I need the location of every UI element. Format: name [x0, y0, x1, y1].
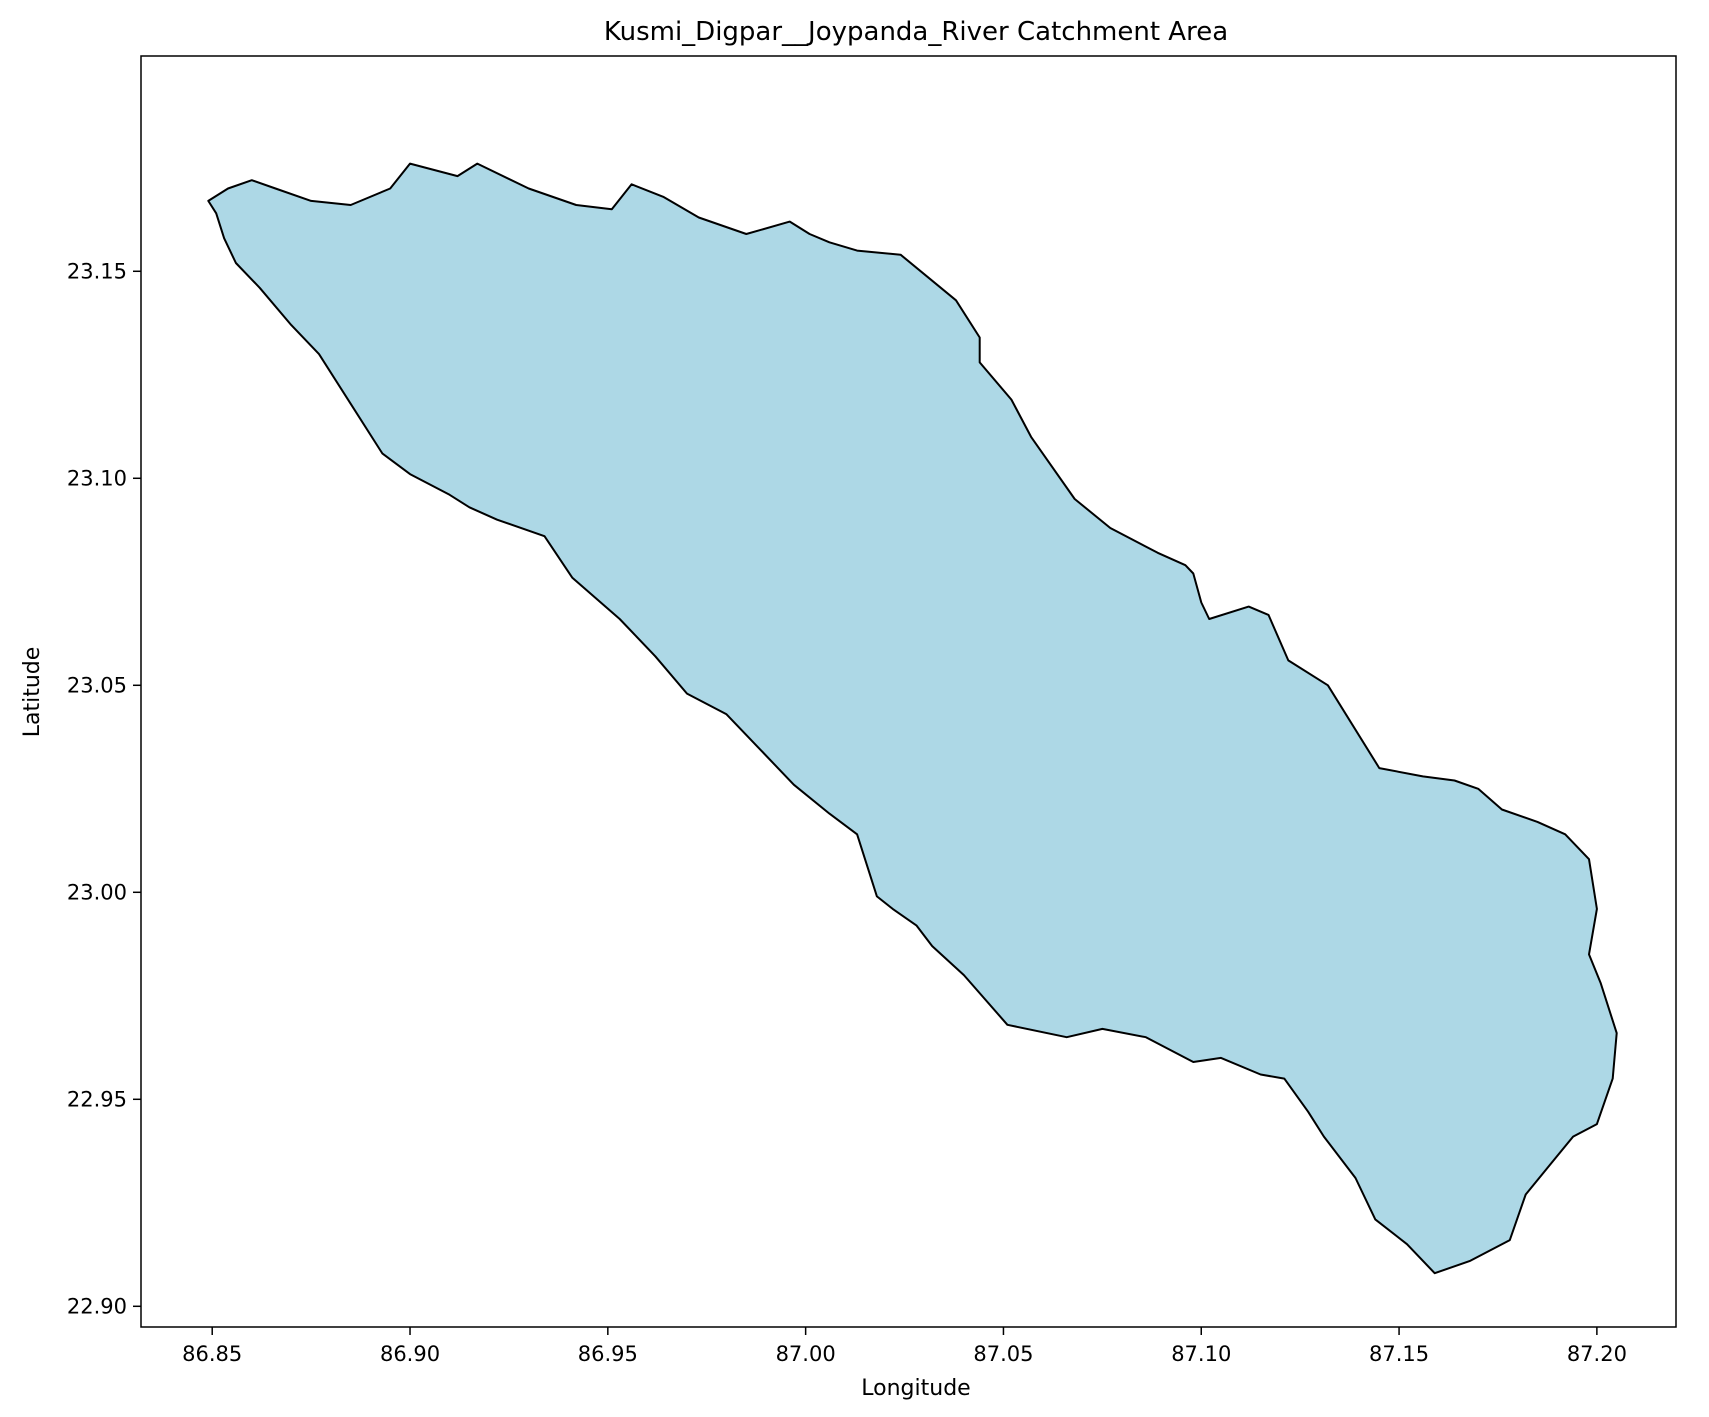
x-tick-label: 86.85: [182, 1342, 242, 1366]
catchment-polygon: [207, 162, 1618, 1275]
x-tick-label: 86.90: [380, 1342, 440, 1366]
y-tick-label: 22.90: [67, 1294, 127, 1318]
x-axis-ticks: 86.85 86.90 86.95 87.00 87.05 87.10 87.15 87.20: [182, 1327, 1627, 1366]
x-tick-label: 87.10: [1171, 1342, 1231, 1366]
axes-frame: [140, 55, 1677, 1328]
y-tick-label: 23.05: [67, 673, 127, 697]
y-tick-label: 23.15: [67, 259, 127, 283]
x-tick-label: 87.15: [1369, 1342, 1429, 1366]
x-tick-label: 87.05: [973, 1342, 1033, 1366]
y-axis-label: Latitude: [20, 647, 45, 738]
y-tick-label: 23.10: [67, 466, 127, 490]
x-tick-label: 87.00: [776, 1342, 836, 1366]
plot-area: [207, 162, 1618, 1275]
x-tick-label: 87.20: [1567, 1342, 1627, 1366]
y-tick-label: 23.00: [67, 880, 127, 904]
y-tick-label: 22.95: [67, 1087, 127, 1111]
x-axis-label: Longitude: [861, 1376, 970, 1401]
y-axis-ticks: 22.90 22.95 23.00 23.05 23.10 23.15: [67, 259, 141, 1318]
chart-title: Kusmi_Digpar__Joypanda_River Catchment A…: [604, 17, 1228, 47]
x-tick-label: 86.95: [578, 1342, 638, 1366]
